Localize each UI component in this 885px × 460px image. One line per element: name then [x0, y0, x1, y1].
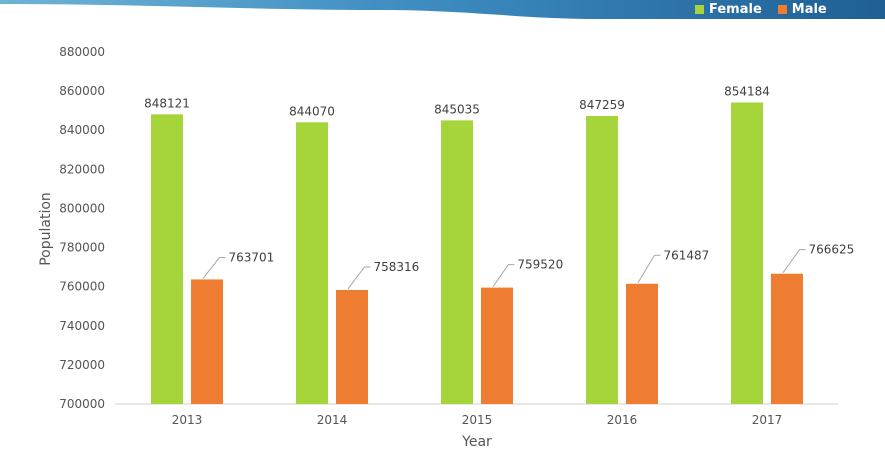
y-tick-label: 740000 — [59, 319, 105, 333]
data-label-male-2017: 766625 — [809, 243, 855, 257]
bar-female-2016 — [586, 116, 618, 404]
y-tick-label: 840000 — [59, 123, 105, 137]
x-tick-label-2016: 2016 — [607, 413, 638, 427]
legend-label-female: Female — [709, 1, 762, 17]
y-axis-title: Population — [38, 192, 54, 266]
x-axis-title: Year — [461, 434, 492, 450]
data-label-female-2016: 847259 — [579, 98, 625, 112]
x-tick-label-2013: 2013 — [172, 413, 203, 427]
legend-swatch-male — [777, 4, 787, 14]
y-tick-label: 860000 — [59, 84, 105, 98]
leader-line-male-2016 — [637, 254, 661, 284]
data-label-male-2016: 761487 — [664, 248, 710, 262]
legend-item-male: Male — [777, 1, 827, 17]
bar-female-2015 — [441, 120, 473, 404]
leader-line-male-2013 — [202, 257, 226, 279]
y-tick-label: 880000 — [59, 45, 105, 59]
data-label-male-2015: 759520 — [517, 258, 563, 272]
bar-male-2017 — [771, 273, 803, 404]
y-tick-label: 780000 — [59, 241, 105, 255]
y-tick-label: 760000 — [59, 280, 105, 294]
x-tick-label-2017: 2017 — [752, 413, 783, 427]
bar-male-2016 — [626, 283, 658, 404]
bar-male-2015 — [481, 287, 513, 404]
legend-item-female: Female — [695, 2, 762, 17]
data-label-female-2015: 845035 — [434, 102, 480, 116]
x-tick-label-2014: 2014 — [317, 413, 348, 427]
y-axis: 700000 720000 740000 760000 780000 800000 8200… — [59, 45, 105, 411]
legend-label-male: Male — [791, 1, 827, 17]
bar-male-2013 — [191, 279, 223, 404]
chart-legend: Female Male — [695, 0, 827, 18]
header-banner — [0, 0, 885, 19]
leader-line-male-2015 — [492, 264, 515, 287]
data-label-male-2014: 758316 — [374, 260, 420, 274]
bars: 848121 763701 844070 758316 845035 759520 8472… — [144, 84, 854, 404]
y-tick-label: 820000 — [59, 162, 105, 176]
bar-male-2014 — [336, 289, 368, 404]
data-label-female-2013: 848121 — [144, 96, 190, 110]
y-tick-label: 800000 — [59, 201, 105, 215]
legend-swatch-female — [695, 4, 704, 14]
leader-line-male-2014 — [347, 266, 371, 290]
bar-female-2017 — [731, 102, 763, 404]
x-axis: 2013 2014 2015 2016 2017 — [172, 413, 783, 427]
leader-line-male-2017 — [782, 249, 806, 274]
data-label-male-2013: 763701 — [229, 251, 275, 265]
bar-female-2013 — [151, 114, 183, 404]
data-label-female-2017: 854184 — [724, 84, 770, 98]
data-label-female-2014: 844070 — [289, 104, 335, 118]
x-tick-label-2015: 2015 — [462, 413, 493, 427]
bar-female-2014 — [296, 122, 328, 404]
y-tick-label: 720000 — [59, 358, 105, 372]
y-tick-label: 700000 — [59, 397, 105, 411]
